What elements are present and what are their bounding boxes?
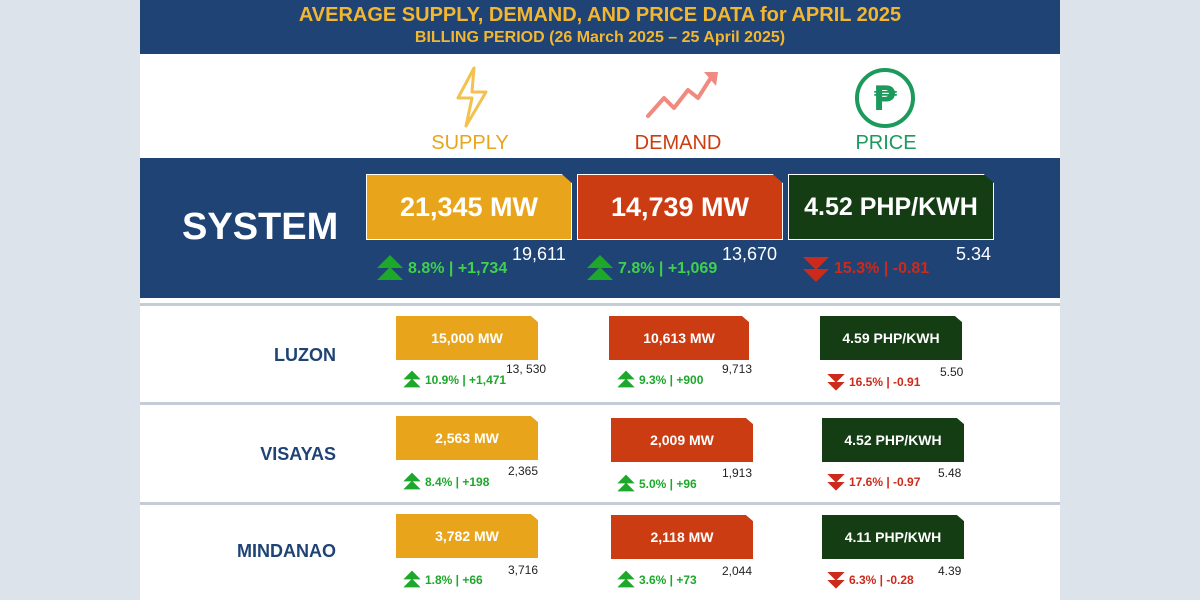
visayas-price-card: 4.52 PHP/KWH	[822, 418, 964, 462]
visayas-demand-previous: 1,913	[722, 466, 753, 480]
visayas-price-change: 17.6% | -0.97	[826, 472, 920, 492]
mindanao-demand-previous: 2,044	[722, 564, 753, 578]
system-price-change: 15.3% | -0.81	[802, 254, 929, 284]
lightning-icon	[456, 66, 488, 128]
peso-coin-icon: ₱	[855, 68, 915, 128]
system-supply-card: 21,345 MW	[366, 174, 572, 240]
arrow-down-icon	[827, 374, 845, 391]
system-price-previous: 5.34	[956, 244, 992, 264]
system-demand-change: 7.8% | +1,069	[586, 254, 717, 284]
arrow-up-icon	[617, 570, 635, 588]
mindanao-price-previous: 4.39	[938, 564, 962, 578]
arrow-down-icon	[827, 474, 845, 491]
system-supply-previous: 19,611	[512, 244, 566, 264]
visayas-supply-card: 2,563 MW	[396, 416, 538, 460]
arrow-down-icon	[803, 257, 829, 282]
mindanao-demand-change: 3.6% | +73	[616, 570, 697, 590]
arrow-up-icon	[377, 255, 403, 280]
legend-demand-label: DEMAND	[634, 132, 722, 154]
luzon-price-card: 4.59 PHP/KWH	[820, 316, 962, 360]
region-label-mindanao: MINDANAO	[237, 541, 336, 561]
visayas-supply-previous: 2,365	[508, 464, 539, 478]
luzon-supply-previous: 13, 530	[506, 362, 547, 376]
billing-period: BILLING PERIOD (26 March 2025 – 25 April…	[414, 29, 786, 46]
mindanao-supply-card: 3,782 MW	[396, 514, 538, 558]
luzon-price-previous: 5.50	[940, 365, 964, 379]
system-label: SYSTEM	[182, 206, 339, 248]
arrow-up-icon	[617, 474, 635, 492]
luzon-supply-card: 15,000 MW	[396, 316, 538, 360]
divider	[140, 502, 1060, 505]
infographic-panel: AVERAGE SUPPLY, DEMAND, AND PRICE DATA f…	[140, 0, 1060, 600]
system-demand-card: 14,739 MW	[577, 174, 783, 240]
page-title: AVERAGE SUPPLY, DEMAND, AND PRICE DATA f…	[298, 4, 902, 26]
system-section: SYSTEM 21,345 MW 19,611 8.8% | +1,734 14…	[140, 158, 1060, 298]
luzon-supply-change: 10.9% | +1,471	[402, 370, 506, 390]
divider	[140, 303, 1060, 306]
mindanao-demand-card: 2,118 MW	[611, 515, 753, 559]
system-supply-change: 8.8% | +1,734	[376, 254, 507, 284]
visayas-price-previous: 5.48	[938, 466, 962, 480]
arrow-down-icon	[827, 572, 845, 589]
luzon-demand-change: 9.3% | +900	[616, 370, 703, 390]
region-label-visayas: VISAYAS	[260, 444, 336, 464]
arrow-up-icon	[587, 255, 613, 280]
mindanao-supply-previous: 3,716	[508, 563, 539, 577]
visayas-demand-card: 2,009 MW	[611, 418, 753, 462]
trend-up-icon	[646, 72, 718, 118]
mindanao-supply-change: 1.8% | +66	[402, 570, 483, 590]
arrow-up-icon	[403, 370, 421, 388]
system-price-card: 4.52 PHP/KWH	[788, 174, 994, 240]
luzon-demand-card: 10,613 MW	[609, 316, 749, 360]
arrow-up-icon	[403, 472, 421, 490]
system-demand-previous: 13,670	[722, 244, 778, 264]
legend-price-label: PRICE	[855, 132, 917, 154]
luzon-price-change: 16.5% | -0.91	[826, 372, 920, 392]
region-label-luzon: LUZON	[274, 345, 336, 365]
arrow-up-icon	[403, 570, 421, 588]
arrow-up-icon	[617, 370, 635, 388]
luzon-demand-previous: 9,713	[722, 362, 753, 376]
visayas-supply-change: 8.4% | +198	[402, 472, 489, 492]
mindanao-price-card: 4.11 PHP/KWH	[822, 515, 964, 559]
visayas-demand-change: 5.0% | +96	[616, 474, 697, 494]
divider	[140, 402, 1060, 405]
legend-supply-label: SUPPLY	[431, 132, 509, 154]
svg-text:₱: ₱	[873, 79, 897, 119]
mindanao-price-change: 6.3% | -0.28	[826, 570, 914, 590]
header-banner: AVERAGE SUPPLY, DEMAND, AND PRICE DATA f…	[140, 0, 1060, 54]
